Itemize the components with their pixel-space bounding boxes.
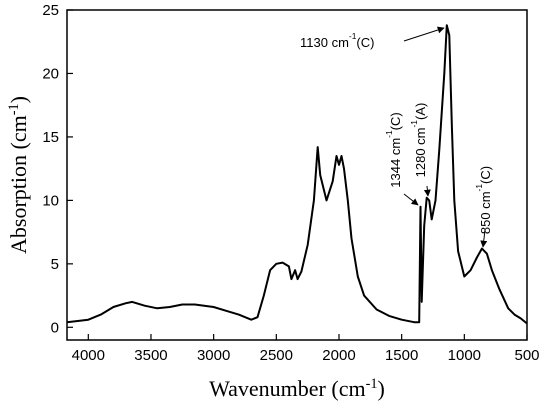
plot-frame bbox=[66, 9, 528, 341]
y-tick-label: 0 bbox=[51, 319, 59, 336]
annotation-suffix: (C) bbox=[356, 35, 374, 50]
annotation: 1130 cm-1(C) bbox=[300, 31, 374, 50]
x-tick-label: 2000 bbox=[322, 347, 355, 364]
annotation-suffix: (C) bbox=[478, 166, 493, 184]
annotation-arrow bbox=[423, 185, 431, 197]
y-tick-label: 20 bbox=[42, 65, 59, 82]
annotation-arrow bbox=[403, 193, 419, 206]
annotation-sup: -1 bbox=[384, 130, 394, 138]
x-axis-label-sup: -1 bbox=[366, 376, 378, 392]
y-tick-label: 15 bbox=[42, 129, 59, 146]
y-axis-label: Absorption (cm-1) bbox=[6, 96, 31, 254]
annotation-suffix: (C) bbox=[388, 112, 403, 130]
annotation-text: 1344 cm bbox=[388, 138, 403, 188]
annotation: 850 cm-1(C) bbox=[474, 166, 493, 234]
x-tick-label: 2500 bbox=[260, 347, 293, 364]
x-tick-label: 3000 bbox=[197, 347, 230, 364]
annotation-sup: -1 bbox=[409, 120, 419, 128]
annotation-arrow bbox=[403, 26, 445, 42]
x-tick-label: 1000 bbox=[448, 347, 481, 364]
x-axis-label-text: Wavenumber (cm bbox=[209, 376, 365, 401]
y-tick-label: 25 bbox=[42, 2, 59, 19]
x-tick-label: 500 bbox=[514, 347, 539, 364]
annotation: 1280 cm-1(A) bbox=[409, 103, 428, 178]
spectrum-line bbox=[66, 24, 528, 325]
x-tick-label: 3500 bbox=[134, 347, 167, 364]
annotation-sup: -1 bbox=[474, 184, 484, 192]
x-tick-label: 4000 bbox=[72, 347, 105, 364]
annotation-suffix: (A) bbox=[413, 103, 428, 120]
y-tick-label: 5 bbox=[51, 256, 59, 273]
x-axis-label-suffix: ) bbox=[378, 376, 385, 401]
annotation-text: 850 cm bbox=[478, 191, 493, 234]
annotation: 1344 cm-1(C) bbox=[384, 112, 403, 187]
x-axis-label: Wavenumber (cm-1) bbox=[209, 376, 385, 401]
y-tick-label: 10 bbox=[42, 192, 59, 209]
annotation-sup: -1 bbox=[349, 31, 357, 41]
y-axis-label-suffix: ) bbox=[6, 96, 31, 103]
y-axis-label-text: Absorption (cm bbox=[6, 115, 31, 254]
y-axis-label-sup: -1 bbox=[6, 103, 22, 115]
annotation-text: 1130 cm bbox=[300, 35, 349, 50]
x-tick-label: 1500 bbox=[385, 347, 418, 364]
annotation-arrow bbox=[480, 229, 488, 248]
annotation-text: 1280 cm bbox=[413, 127, 428, 177]
